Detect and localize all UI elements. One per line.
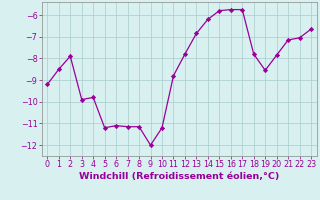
X-axis label: Windchill (Refroidissement éolien,°C): Windchill (Refroidissement éolien,°C) [79, 172, 279, 181]
